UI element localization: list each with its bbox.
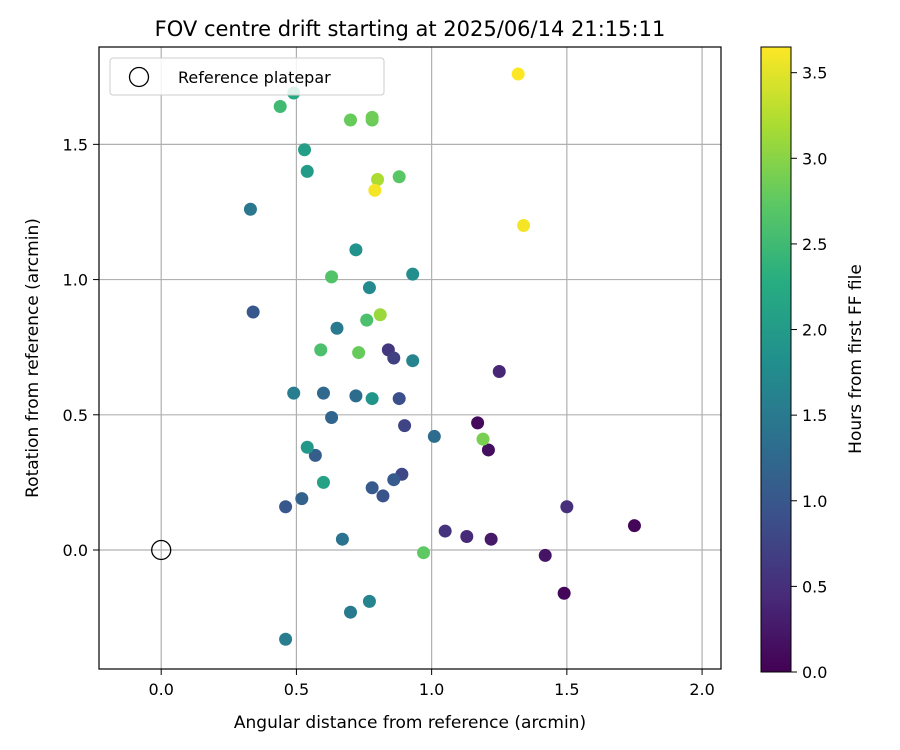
data-point bbox=[373, 308, 387, 322]
data-point bbox=[325, 270, 339, 284]
x-axis-ticks: 0.0 0.5 1.0 1.5 2.0 bbox=[148, 669, 715, 699]
data-point bbox=[365, 481, 379, 495]
colorbar-tick-label: 2.0 bbox=[802, 321, 827, 340]
y-tick-label: 1.5 bbox=[63, 135, 88, 154]
data-point bbox=[365, 110, 379, 124]
data-point bbox=[368, 183, 382, 197]
data-point bbox=[365, 392, 379, 406]
colorbar-tick-label: 1.0 bbox=[802, 492, 827, 511]
data-point bbox=[344, 605, 358, 619]
colorbar-tick-label: 1.5 bbox=[802, 406, 827, 425]
data-point bbox=[484, 532, 498, 546]
data-point bbox=[344, 113, 358, 127]
data-point bbox=[352, 346, 366, 360]
y-tick-label: 1.0 bbox=[63, 271, 88, 290]
data-point bbox=[300, 164, 314, 178]
data-point bbox=[460, 529, 474, 543]
data-points bbox=[243, 67, 641, 646]
data-point bbox=[362, 281, 376, 295]
grid bbox=[99, 47, 721, 669]
reference-layer bbox=[151, 539, 172, 561]
y-axis-label: Rotation from reference (arcmin) bbox=[23, 218, 43, 498]
colorbar-label: Hours from first FF file bbox=[846, 264, 866, 454]
data-point bbox=[471, 416, 485, 430]
colorbar-tick-label: 0.5 bbox=[802, 577, 827, 596]
data-point bbox=[246, 305, 260, 319]
data-point bbox=[492, 365, 506, 379]
data-point bbox=[406, 354, 420, 368]
data-point bbox=[560, 500, 574, 514]
data-point bbox=[316, 475, 330, 489]
data-point bbox=[316, 386, 330, 400]
y-tick-label: 0.0 bbox=[63, 541, 88, 560]
plot-frame bbox=[98, 46, 722, 670]
data-point bbox=[279, 632, 293, 646]
data-point bbox=[330, 321, 344, 335]
data-point bbox=[295, 492, 309, 506]
data-point bbox=[360, 313, 374, 327]
data-point bbox=[387, 473, 401, 487]
x-tick-label: 1.5 bbox=[554, 680, 579, 699]
chart-title: FOV centre drift starting at 2025/06/14 … bbox=[155, 17, 666, 41]
legend-label-reference: Reference platepar bbox=[178, 68, 331, 87]
legend-box bbox=[109, 57, 385, 96]
legend-marker-reference bbox=[128, 66, 150, 88]
colorbar-tick-label: 2.5 bbox=[802, 235, 827, 254]
data-point bbox=[308, 448, 322, 462]
x-tick-label: 0.5 bbox=[284, 680, 309, 699]
colorbar bbox=[760, 46, 792, 673]
data-point bbox=[438, 524, 452, 538]
x-tick-label: 0.0 bbox=[148, 680, 173, 699]
data-point bbox=[325, 410, 339, 424]
data-point bbox=[362, 594, 376, 608]
data-point bbox=[335, 532, 349, 546]
data-point bbox=[517, 218, 531, 232]
data-point bbox=[287, 386, 301, 400]
data-point bbox=[300, 440, 314, 454]
x-axis-label: Angular distance from reference (arcmin) bbox=[234, 713, 586, 733]
data-point bbox=[476, 432, 490, 446]
data-point bbox=[392, 392, 406, 406]
data-point bbox=[627, 519, 641, 533]
data-point bbox=[481, 443, 495, 457]
data-point bbox=[427, 429, 441, 443]
data-point bbox=[279, 500, 293, 514]
data-point bbox=[557, 586, 571, 600]
data-point bbox=[298, 143, 312, 157]
colorbar-tick-label: 3.0 bbox=[802, 149, 827, 168]
data-point bbox=[392, 170, 406, 184]
y-axis-ticks: 0.0 0.5 1.0 1.5 bbox=[63, 135, 99, 560]
data-point bbox=[406, 267, 420, 281]
colorbar-tick-label: 3.5 bbox=[802, 64, 827, 83]
data-point bbox=[376, 489, 390, 503]
legend: Reference platepar bbox=[109, 57, 385, 96]
colorbar-tick-label: 0.0 bbox=[802, 663, 827, 682]
y-tick-label: 0.5 bbox=[63, 406, 88, 425]
data-point bbox=[398, 419, 412, 433]
x-tick-label: 1.0 bbox=[419, 680, 444, 699]
colorbar-ticks: 0.0 0.5 1.0 1.5 2.0 2.5 3.0 3.5 bbox=[791, 64, 827, 682]
data-point bbox=[538, 548, 552, 562]
data-point bbox=[273, 99, 287, 113]
x-tick-label: 2.0 bbox=[689, 680, 714, 699]
data-point bbox=[511, 67, 525, 81]
data-point bbox=[314, 343, 328, 357]
data-point bbox=[387, 351, 401, 365]
reference-point-marker bbox=[151, 539, 172, 561]
data-point bbox=[417, 546, 431, 560]
data-point bbox=[243, 202, 257, 216]
data-point bbox=[349, 389, 363, 403]
data-point bbox=[371, 173, 385, 187]
data-point bbox=[349, 243, 363, 257]
